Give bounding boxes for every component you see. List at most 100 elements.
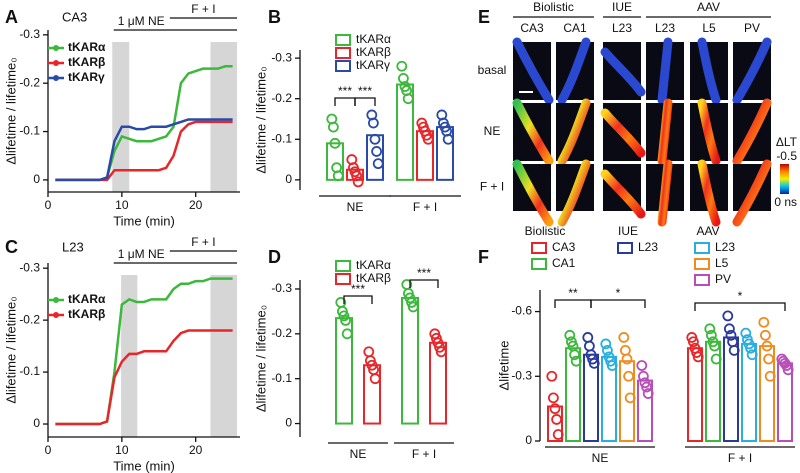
image-tile: [732, 37, 772, 105]
data-point: [606, 360, 618, 371]
x-tick-label: 20: [189, 443, 203, 457]
image-tile: [600, 103, 646, 161]
bar: [401, 296, 419, 425]
column-label: L5: [702, 21, 716, 35]
x-tick-label: F + I: [413, 200, 437, 214]
x-tick-label: 0: [45, 443, 52, 457]
tile-part: [512, 159, 554, 227]
y-tick-label: -0.2: [271, 326, 292, 340]
row-label: F + I: [480, 180, 504, 194]
data-point: [709, 340, 720, 352]
x-axis-label: Time (min): [113, 458, 175, 473]
data-point: [396, 60, 408, 72]
x-tick-label: F + I: [728, 451, 752, 465]
tile-part: [732, 98, 772, 166]
significance-label: ***: [338, 84, 352, 98]
tile-part: [600, 47, 646, 97]
panel-label: D: [268, 247, 281, 267]
legend-label: L23: [638, 240, 658, 254]
data-point: [435, 346, 447, 358]
image-tile: [600, 42, 646, 100]
data-point: [600, 338, 612, 350]
significance-label: ***: [417, 266, 431, 280]
significance-bracket: [409, 279, 439, 288]
panel-label: F: [478, 247, 489, 267]
y-tick-label: -0.3: [19, 260, 40, 274]
bar: [777, 362, 793, 443]
y-axis-label: Δlifetime / lifetime₀: [3, 57, 18, 164]
data-point: [582, 332, 594, 343]
significance-bracket: [354, 97, 376, 106]
x-axis-label: Time (min): [113, 213, 175, 228]
data-point: [724, 323, 735, 335]
colorbar-top: -0.5: [776, 149, 797, 163]
y-tick-label: -0.1: [271, 371, 292, 385]
data-point: [636, 360, 648, 371]
data-point: [728, 344, 740, 356]
legend-swatch: [335, 273, 351, 285]
data-point: [369, 373, 381, 385]
image-tile: [732, 98, 772, 166]
data-point: [569, 349, 580, 361]
data-point: [407, 301, 419, 313]
x-tick-label: 10: [115, 443, 129, 457]
data-point: [367, 117, 379, 129]
data-point: [371, 146, 383, 157]
data-line: [55, 329, 233, 426]
shaded-region: [210, 42, 238, 192]
significance-label: **: [568, 286, 578, 300]
chart-title: L23: [62, 239, 84, 254]
data-point: [740, 327, 752, 339]
legend-swatch: [335, 260, 351, 272]
data-point: [722, 310, 734, 322]
legend-group-title: Biolistic: [525, 224, 566, 238]
y-tick-label: -0.2: [19, 312, 40, 326]
data-point: [548, 392, 559, 404]
legend-label: tKARγ: [356, 58, 390, 72]
tile-part: [697, 37, 721, 105]
y-tick-label: 0: [285, 416, 292, 430]
colorbar: [780, 164, 789, 194]
y-tick-label: -0.3: [19, 27, 40, 41]
y-tick-label: -0.1: [19, 124, 40, 138]
data-point: [442, 133, 454, 145]
x-tick-label: NE: [592, 451, 609, 465]
data-point: [564, 329, 576, 341]
bar: [547, 405, 563, 443]
data-point: [602, 344, 613, 356]
legend-group-title: IUE: [618, 224, 638, 238]
significance-label: *: [738, 289, 743, 303]
data-point: [624, 392, 636, 404]
y-tick-label: -0.2: [19, 75, 40, 89]
y-tick-label: 0: [33, 416, 40, 430]
annotation-text: 1 μM NE: [118, 14, 165, 28]
image-tile: [512, 37, 554, 105]
tile-part: [600, 169, 646, 219]
legend-swatch: [531, 242, 547, 254]
chart-title: CA3: [62, 9, 87, 24]
image-tile: [646, 37, 684, 105]
data-point: [584, 340, 595, 352]
legend-label: tKARα: [68, 292, 106, 306]
annotation-text: F + I: [191, 2, 215, 16]
data-point: [642, 388, 654, 399]
y-tick-label: -0.3: [511, 368, 532, 382]
legend-label: tKARγ: [68, 70, 105, 84]
bar: [335, 317, 353, 425]
legend-label: tKARβ: [356, 271, 391, 285]
legend-label: tKARα: [356, 32, 391, 46]
legend-swatch: [335, 60, 351, 72]
data-point: [372, 158, 384, 170]
tile-part: [557, 98, 591, 166]
annotation-text: 1 μM NE: [118, 247, 165, 261]
tile-part: [600, 108, 646, 158]
column-label: CA1: [563, 21, 587, 35]
row-label: basal: [478, 63, 507, 77]
significance-bracket: [590, 299, 646, 308]
y-tick-label: -0.1: [271, 131, 292, 145]
data-point: [329, 137, 341, 149]
x-tick-label: NE: [347, 200, 364, 214]
tile-part: [697, 98, 721, 166]
significance-label: ***: [351, 282, 365, 296]
image-tile: [556, 37, 594, 105]
